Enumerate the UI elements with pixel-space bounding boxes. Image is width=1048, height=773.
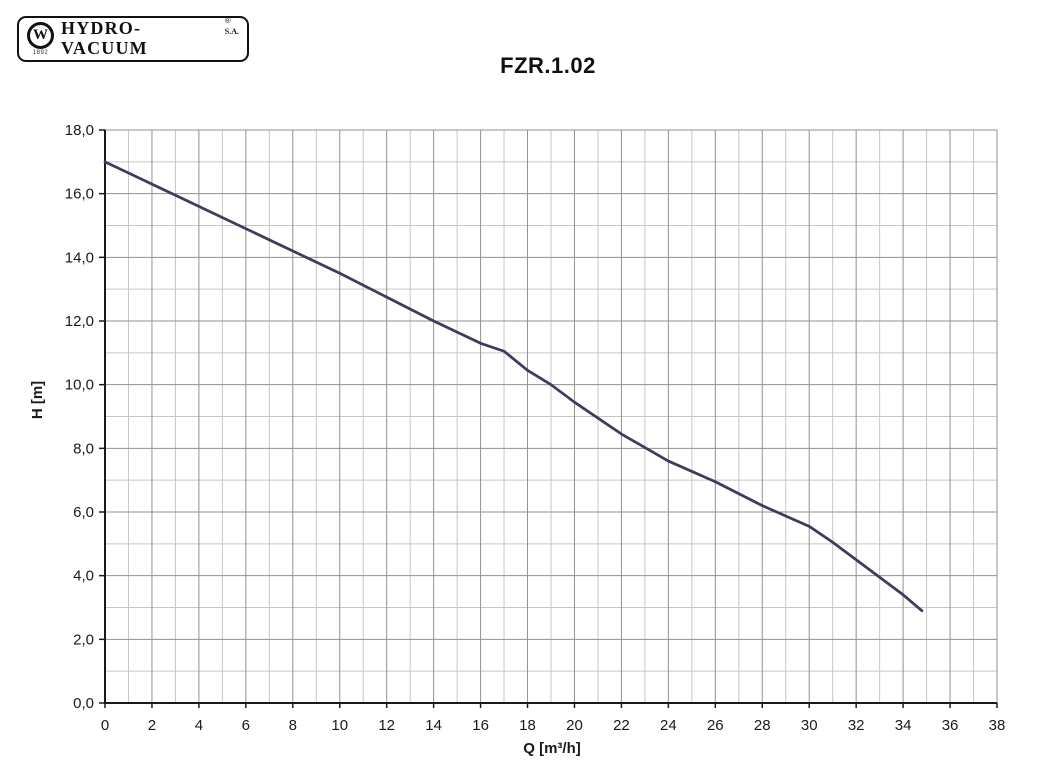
hydro-vacuum-logo: W 1892 HYDRO-VACUUM ® S.A. <box>17 16 249 62</box>
y-tick-label: 18,0 <box>65 122 94 139</box>
y-tick-label: 0,0 <box>73 695 94 712</box>
y-tick-label: 6,0 <box>73 504 94 521</box>
y-tick-label: 12,0 <box>65 313 94 330</box>
x-tick-label: 18 <box>519 717 536 734</box>
y-tick-label: 16,0 <box>65 186 94 203</box>
brand-name: HYDRO-VACUUM <box>61 18 148 58</box>
y-tick-label: 8,0 <box>73 440 94 457</box>
y-axis-title: H [m] <box>29 381 46 419</box>
x-tick-label: 30 <box>801 717 818 734</box>
x-tick-label: 24 <box>660 717 677 734</box>
x-tick-label: 6 <box>242 717 250 734</box>
x-tick-label: 16 <box>472 717 489 734</box>
grid-minor <box>105 130 997 703</box>
series-pump-head-curve-H(Q) <box>103 160 924 613</box>
axis-ticks <box>99 129 998 708</box>
y-tick-label: 14,0 <box>65 249 94 266</box>
page-title: FZR.1.02 <box>500 53 596 78</box>
logo-text: HYDRO-VACUUM ® S.A. <box>61 16 239 59</box>
y-tick-label: 4,0 <box>73 568 94 585</box>
axis-titles: Q [m³/h] H [m] <box>29 381 581 757</box>
y-tick-labels: 0,0 2,0 4,0 6,0 8,0 10,0 12,0 14,0 16,0 18,0 <box>65 122 94 712</box>
x-tick-label: 32 <box>848 717 865 734</box>
x-tick-label: 26 <box>707 717 724 734</box>
y-tick-label: 2,0 <box>73 631 94 648</box>
logo-circle-icon: W <box>27 22 54 49</box>
pump-curve-line <box>103 160 924 613</box>
x-tick-label: 8 <box>289 717 297 734</box>
logo-monogram-letter: W <box>33 27 48 43</box>
registered-trademark-symbol: ® <box>224 16 231 26</box>
y-tick-label: 10,0 <box>65 377 94 394</box>
x-tick-label: 28 <box>754 717 771 734</box>
x-tick-label: 10 <box>331 717 348 734</box>
x-tick-label: 2 <box>148 717 156 734</box>
company-suffix: S.A. <box>224 27 239 37</box>
x-axis-title: Q [m³/h] <box>523 740 581 757</box>
x-tick-labels: 0 2 4 6 8 10 12 14 16 18 20 22 24 26 28 30 32 34 36 38 <box>101 717 1006 734</box>
x-tick-label: 20 <box>566 717 583 734</box>
x-tick-label: 4 <box>195 717 203 734</box>
x-tick-label: 38 <box>989 717 1006 734</box>
x-tick-label: 22 <box>613 717 630 734</box>
logo-monogram-icon: W 1892 <box>27 22 54 56</box>
logo-year: 1892 <box>32 50 49 56</box>
axes <box>104 130 997 704</box>
grid-major <box>105 129 998 703</box>
x-tick-label: 36 <box>942 717 959 734</box>
x-tick-label: 14 <box>425 717 442 734</box>
x-tick-label: 0 <box>101 717 109 734</box>
x-tick-label: 34 <box>895 717 912 734</box>
x-tick-label: 12 <box>378 717 395 734</box>
